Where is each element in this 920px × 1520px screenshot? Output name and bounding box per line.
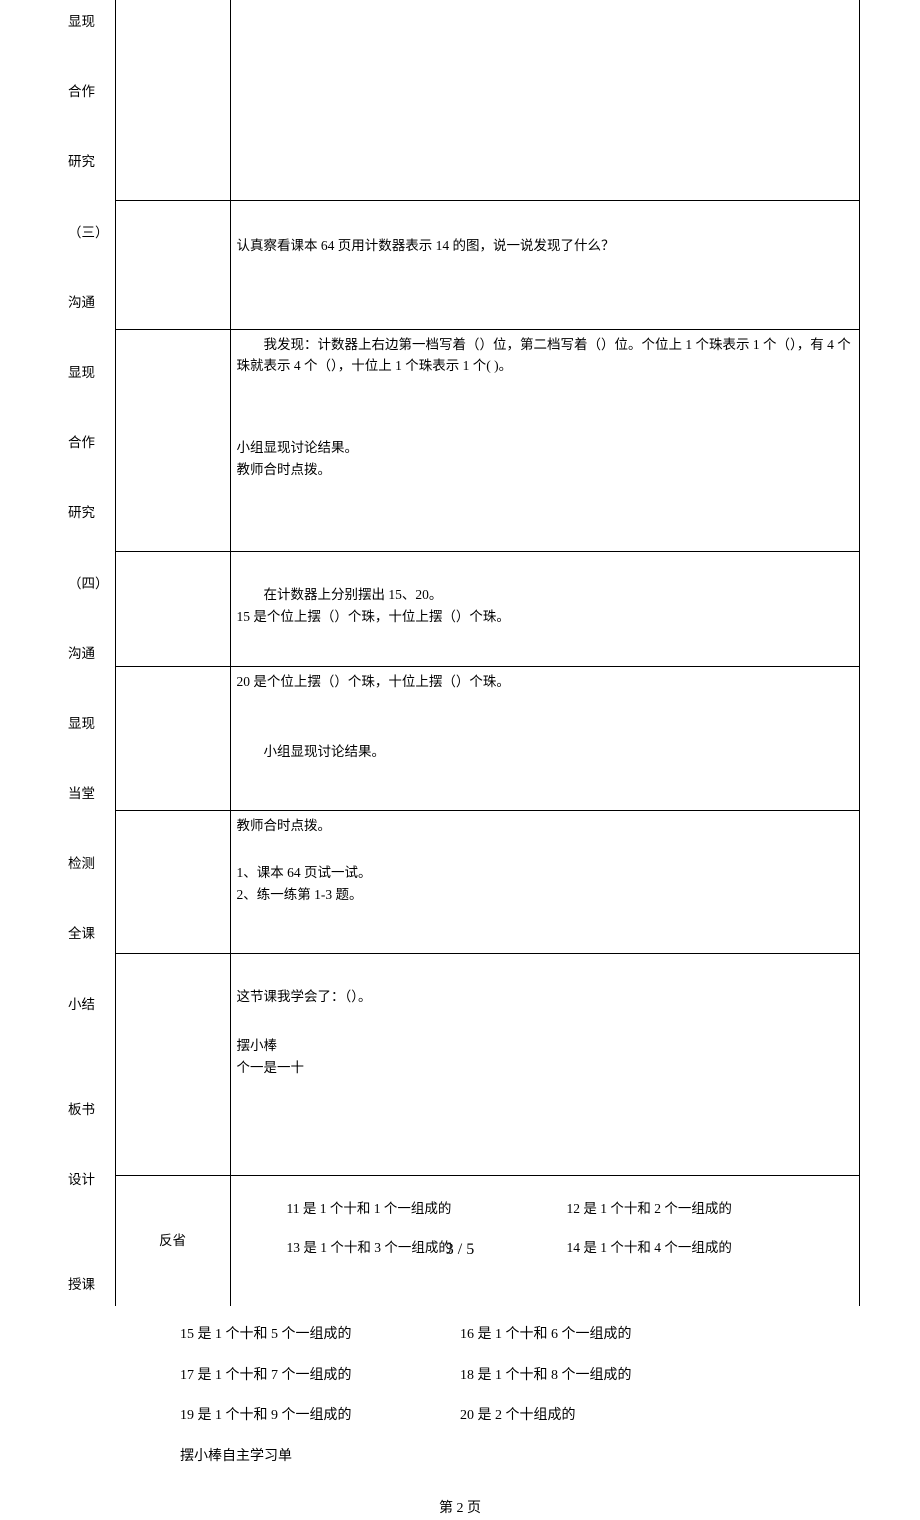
r6-line3: 2、练一练第 1-3 题。 <box>237 884 854 906</box>
composition-list-below: 15 是 1 个十和 5 个一组成的 16 是 1 个十和 6 个一组成的 17… <box>60 1324 860 1427</box>
footer-title: 摆小棒自主学习单 <box>60 1446 860 1468</box>
comp-0-left: 11 是 1 个十和 1 个一组成的 <box>287 1198 567 1220</box>
r1-text <box>237 4 854 16</box>
comp-0-right: 12 是 1 个十和 2 个一组成的 <box>567 1198 827 1220</box>
r3-mid2: 教师合时点拨。 <box>237 459 854 481</box>
comp-1-left: 13 是 1 个十和 3 个一组成的 <box>287 1237 567 1259</box>
cell-r7-content: 这节课我学会了：（）。 摆小棒 个一是一十 <box>230 953 860 1175</box>
r5-line1: 20 是个位上摆（）个珠，十位上摆（）个珠。 <box>237 671 854 693</box>
cell-r1-mid <box>115 0 230 201</box>
cell-r5-content: 20 是个位上摆（）个珠，十位上摆（）个珠。 小组显现讨论结果。 <box>230 667 860 810</box>
cell-r7-mid <box>115 953 230 1175</box>
comp-4-right: 20 是 2 个十组成的 <box>460 1405 720 1427</box>
reflect-label: 反省 <box>159 1233 186 1248</box>
cell-r4-mid <box>115 552 230 667</box>
r7-line3: 个一是一十 <box>237 1057 854 1079</box>
page-number: 第 2 页 <box>60 1498 860 1520</box>
cell-r5-mid <box>115 667 230 810</box>
r3-mid1: 小组显现讨论结果。 <box>237 437 854 459</box>
lesson-plan-table: 显现 合作 研究 （三） 沟通 显现 合作 研究 （四） 沟通 显现 当堂 检测… <box>60 0 860 1306</box>
cell-r6-mid <box>115 810 230 953</box>
comp-1-right: 14 是 1 个十和 4 个一组成的 <box>567 1237 827 1259</box>
r3-top: 我发现：计数器上右边第一档写着（）位，第二档写着（）位。个位上 1 个珠表示 1… <box>237 334 854 377</box>
r5-line2: 小组显现讨论结果。 <box>237 741 854 763</box>
cell-r6-content: 教师合时点拨。 1、课本 64 页试一试。 2、练一练第 1-3 题。 <box>230 810 860 953</box>
side-labels: 显现 合作 研究 （三） 沟通 显现 合作 研究 （四） 沟通 显现 当堂 检测… <box>66 4 109 1302</box>
comp-3-left: 17 是 1 个十和 7 个一组成的 <box>180 1365 460 1387</box>
comp-4-left: 19 是 1 个十和 9 个一组成的 <box>180 1405 460 1427</box>
r6-line2: 1、课本 64 页试一试。 <box>237 862 854 884</box>
side-label-column: 显现 合作 研究 （三） 沟通 显现 合作 研究 （四） 沟通 显现 当堂 检测… <box>60 0 115 1306</box>
comp-3-right: 18 是 1 个十和 8 个一组成的 <box>460 1365 720 1387</box>
page-fraction: 3 / 5 <box>446 1237 474 1263</box>
cell-r3-mid <box>115 329 230 552</box>
cell-r1-content <box>230 0 860 201</box>
cell-r2-mid <box>115 201 230 330</box>
comp-2-right: 16 是 1 个十和 6 个一组成的 <box>460 1324 720 1346</box>
r7-line1: 这节课我学会了：（）。 <box>237 986 854 1008</box>
composition-list-inside: 11 是 1 个十和 1 个一组成的 12 是 1 个十和 2 个一组成的 13… <box>237 1198 854 1259</box>
cell-r8-mid: 反省 <box>115 1175 230 1306</box>
r4-line1: 在计数器上分别摆出 15、20。 <box>237 584 854 606</box>
cell-r3-content: 我发现：计数器上右边第一档写着（）位，第二档写着（）位。个位上 1 个珠表示 1… <box>230 329 860 552</box>
cell-r2-content: 认真察看课本 64 页用计数器表示 14 的图，说一说发现了什么？ <box>230 201 860 330</box>
comp-2-left: 15 是 1 个十和 5 个一组成的 <box>180 1324 460 1346</box>
cell-r8-content: 11 是 1 个十和 1 个一组成的 12 是 1 个十和 2 个一组成的 13… <box>230 1175 860 1306</box>
r4-line2: 15 是个位上摆（）个珠，十位上摆（）个珠。 <box>237 606 854 628</box>
r2-text: 认真察看课本 64 页用计数器表示 14 的图，说一说发现了什么？ <box>237 235 854 257</box>
cell-r4-content: 在计数器上分别摆出 15、20。 15 是个位上摆（）个珠，十位上摆（）个珠。 <box>230 552 860 667</box>
r7-line2: 摆小棒 <box>237 1035 854 1057</box>
r6-line1: 教师合时点拨。 <box>237 815 854 837</box>
